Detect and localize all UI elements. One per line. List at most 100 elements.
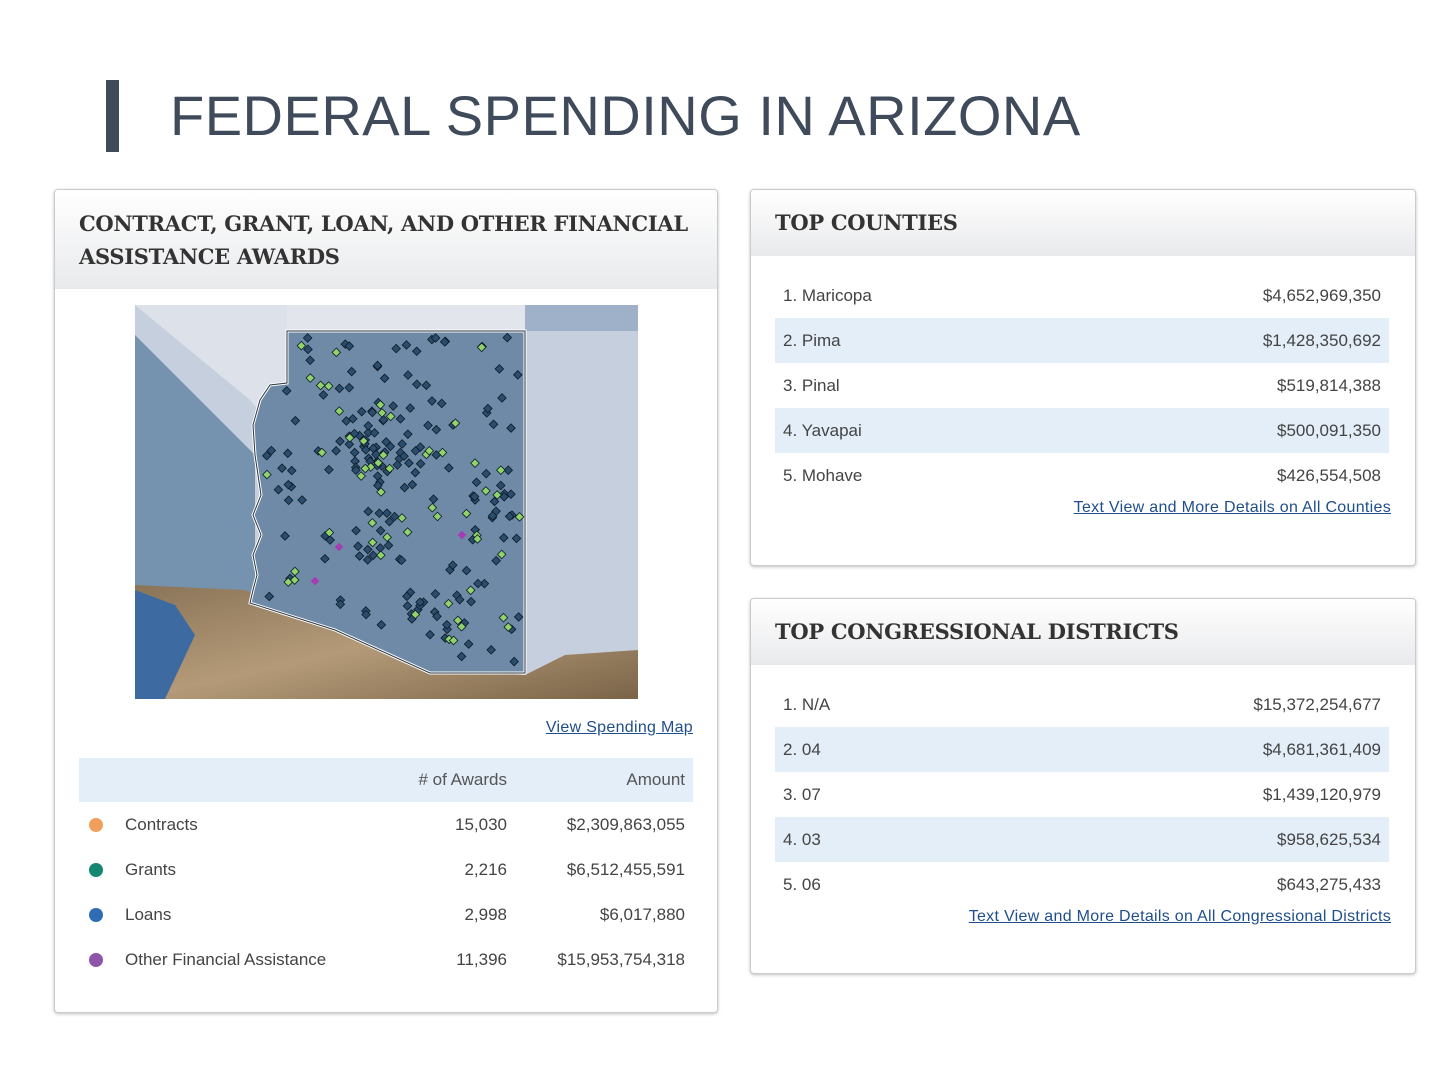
map-marker[interactable] <box>368 443 379 454</box>
map-marker[interactable] <box>323 381 334 391</box>
map-marker[interactable] <box>375 525 386 536</box>
map-marker[interactable] <box>372 360 383 371</box>
map-marker[interactable] <box>351 525 361 536</box>
map-marker[interactable] <box>372 471 383 481</box>
map-marker[interactable] <box>290 415 301 426</box>
map-marker[interactable] <box>499 491 509 502</box>
map-marker[interactable] <box>489 496 500 507</box>
map-marker[interactable] <box>402 601 413 611</box>
map-marker[interactable] <box>401 340 412 350</box>
map-marker[interactable] <box>384 516 395 527</box>
map-marker[interactable] <box>502 332 513 343</box>
map-marker[interactable] <box>424 445 435 456</box>
map-marker[interactable] <box>377 408 387 418</box>
map-marker[interactable] <box>509 656 519 667</box>
map-marker[interactable] <box>354 551 365 561</box>
map-marker[interactable] <box>297 495 307 505</box>
map-marker[interactable] <box>385 411 396 422</box>
map-marker[interactable] <box>344 439 355 450</box>
map-marker[interactable] <box>379 373 390 384</box>
map-marker[interactable] <box>264 591 275 602</box>
map-marker[interactable] <box>375 550 386 561</box>
map-marker[interactable] <box>356 406 367 417</box>
map-marker[interactable] <box>356 471 366 481</box>
map-marker[interactable] <box>382 532 392 543</box>
view-spending-map-link[interactable]: View Spending Map <box>545 719 693 736</box>
map-marker[interactable] <box>503 465 514 476</box>
map-marker[interactable] <box>423 420 433 431</box>
map-marker[interactable] <box>481 486 491 496</box>
map-marker[interactable] <box>412 379 422 390</box>
map-marker[interactable] <box>367 407 378 418</box>
map-marker[interactable] <box>450 418 461 428</box>
map-marker[interactable] <box>383 540 394 551</box>
map-marker[interactable] <box>399 451 409 462</box>
map-marker[interactable] <box>305 373 316 383</box>
map-marker[interactable] <box>351 465 361 476</box>
map-marker[interactable] <box>483 403 493 414</box>
map-marker[interactable] <box>439 337 450 347</box>
map-marker[interactable] <box>378 450 389 460</box>
map-marker[interactable] <box>358 436 369 446</box>
map-marker[interactable] <box>367 518 378 528</box>
map-marker[interactable] <box>442 619 452 630</box>
map-marker[interactable] <box>410 446 421 456</box>
map-marker[interactable] <box>360 463 371 474</box>
map-marker[interactable] <box>360 445 371 455</box>
map-marker[interactable] <box>335 436 345 447</box>
map-marker[interactable] <box>487 511 498 521</box>
map-marker[interactable] <box>375 543 386 553</box>
map-marker[interactable] <box>344 382 355 393</box>
map-marker[interactable] <box>511 533 522 544</box>
map-marker[interactable] <box>385 441 396 452</box>
map-marker[interactable] <box>361 609 371 620</box>
map-marker[interactable] <box>353 541 363 552</box>
map-marker[interactable] <box>461 508 472 519</box>
spending-map[interactable] <box>135 305 638 699</box>
map-marker[interactable] <box>350 456 360 467</box>
map-marker[interactable] <box>399 482 410 493</box>
map-marker[interactable] <box>431 424 442 435</box>
map-marker[interactable] <box>273 484 284 495</box>
map-marker[interactable] <box>392 460 403 470</box>
map-marker[interactable] <box>281 386 292 396</box>
map-marker[interactable] <box>283 479 294 490</box>
map-marker[interactable] <box>453 615 463 626</box>
map-marker[interactable] <box>331 347 342 358</box>
map-marker[interactable] <box>432 611 442 622</box>
map-marker[interactable] <box>382 508 392 518</box>
map-marker[interactable] <box>397 513 407 523</box>
all-districts-link[interactable]: Text View and More Details on All Congre… <box>968 908 1391 925</box>
map-marker[interactable] <box>427 502 438 513</box>
map-marker[interactable] <box>395 414 406 424</box>
map-marker[interactable] <box>456 621 467 632</box>
map-marker[interactable] <box>378 415 389 425</box>
map-marker[interactable] <box>315 380 326 391</box>
map-marker[interactable] <box>365 456 376 467</box>
map-marker[interactable] <box>457 530 467 540</box>
map-marker[interactable] <box>470 458 480 468</box>
map-marker[interactable] <box>463 639 474 649</box>
map-marker[interactable] <box>344 341 355 351</box>
map-marker[interactable] <box>335 599 346 610</box>
map-marker[interactable] <box>403 370 413 380</box>
map-marker[interactable] <box>512 370 523 380</box>
map-marker[interactable] <box>334 406 345 416</box>
map-marker[interactable] <box>277 463 287 474</box>
map-marker[interactable] <box>503 622 514 632</box>
map-marker[interactable] <box>368 550 378 561</box>
map-marker[interactable] <box>513 612 524 622</box>
map-marker[interactable] <box>320 553 330 564</box>
map-marker[interactable] <box>491 555 501 566</box>
map-marker[interactable] <box>362 555 373 565</box>
map-marker[interactable] <box>496 549 507 560</box>
map-marker[interactable] <box>266 445 277 456</box>
map-marker[interactable] <box>504 511 515 522</box>
map-marker[interactable] <box>376 620 387 630</box>
map-marker[interactable] <box>427 396 437 406</box>
map-marker[interactable] <box>498 612 509 623</box>
map-marker[interactable] <box>391 343 401 354</box>
map-marker[interactable] <box>499 532 509 543</box>
map-marker[interactable] <box>389 511 400 522</box>
map-marker[interactable] <box>363 420 374 431</box>
